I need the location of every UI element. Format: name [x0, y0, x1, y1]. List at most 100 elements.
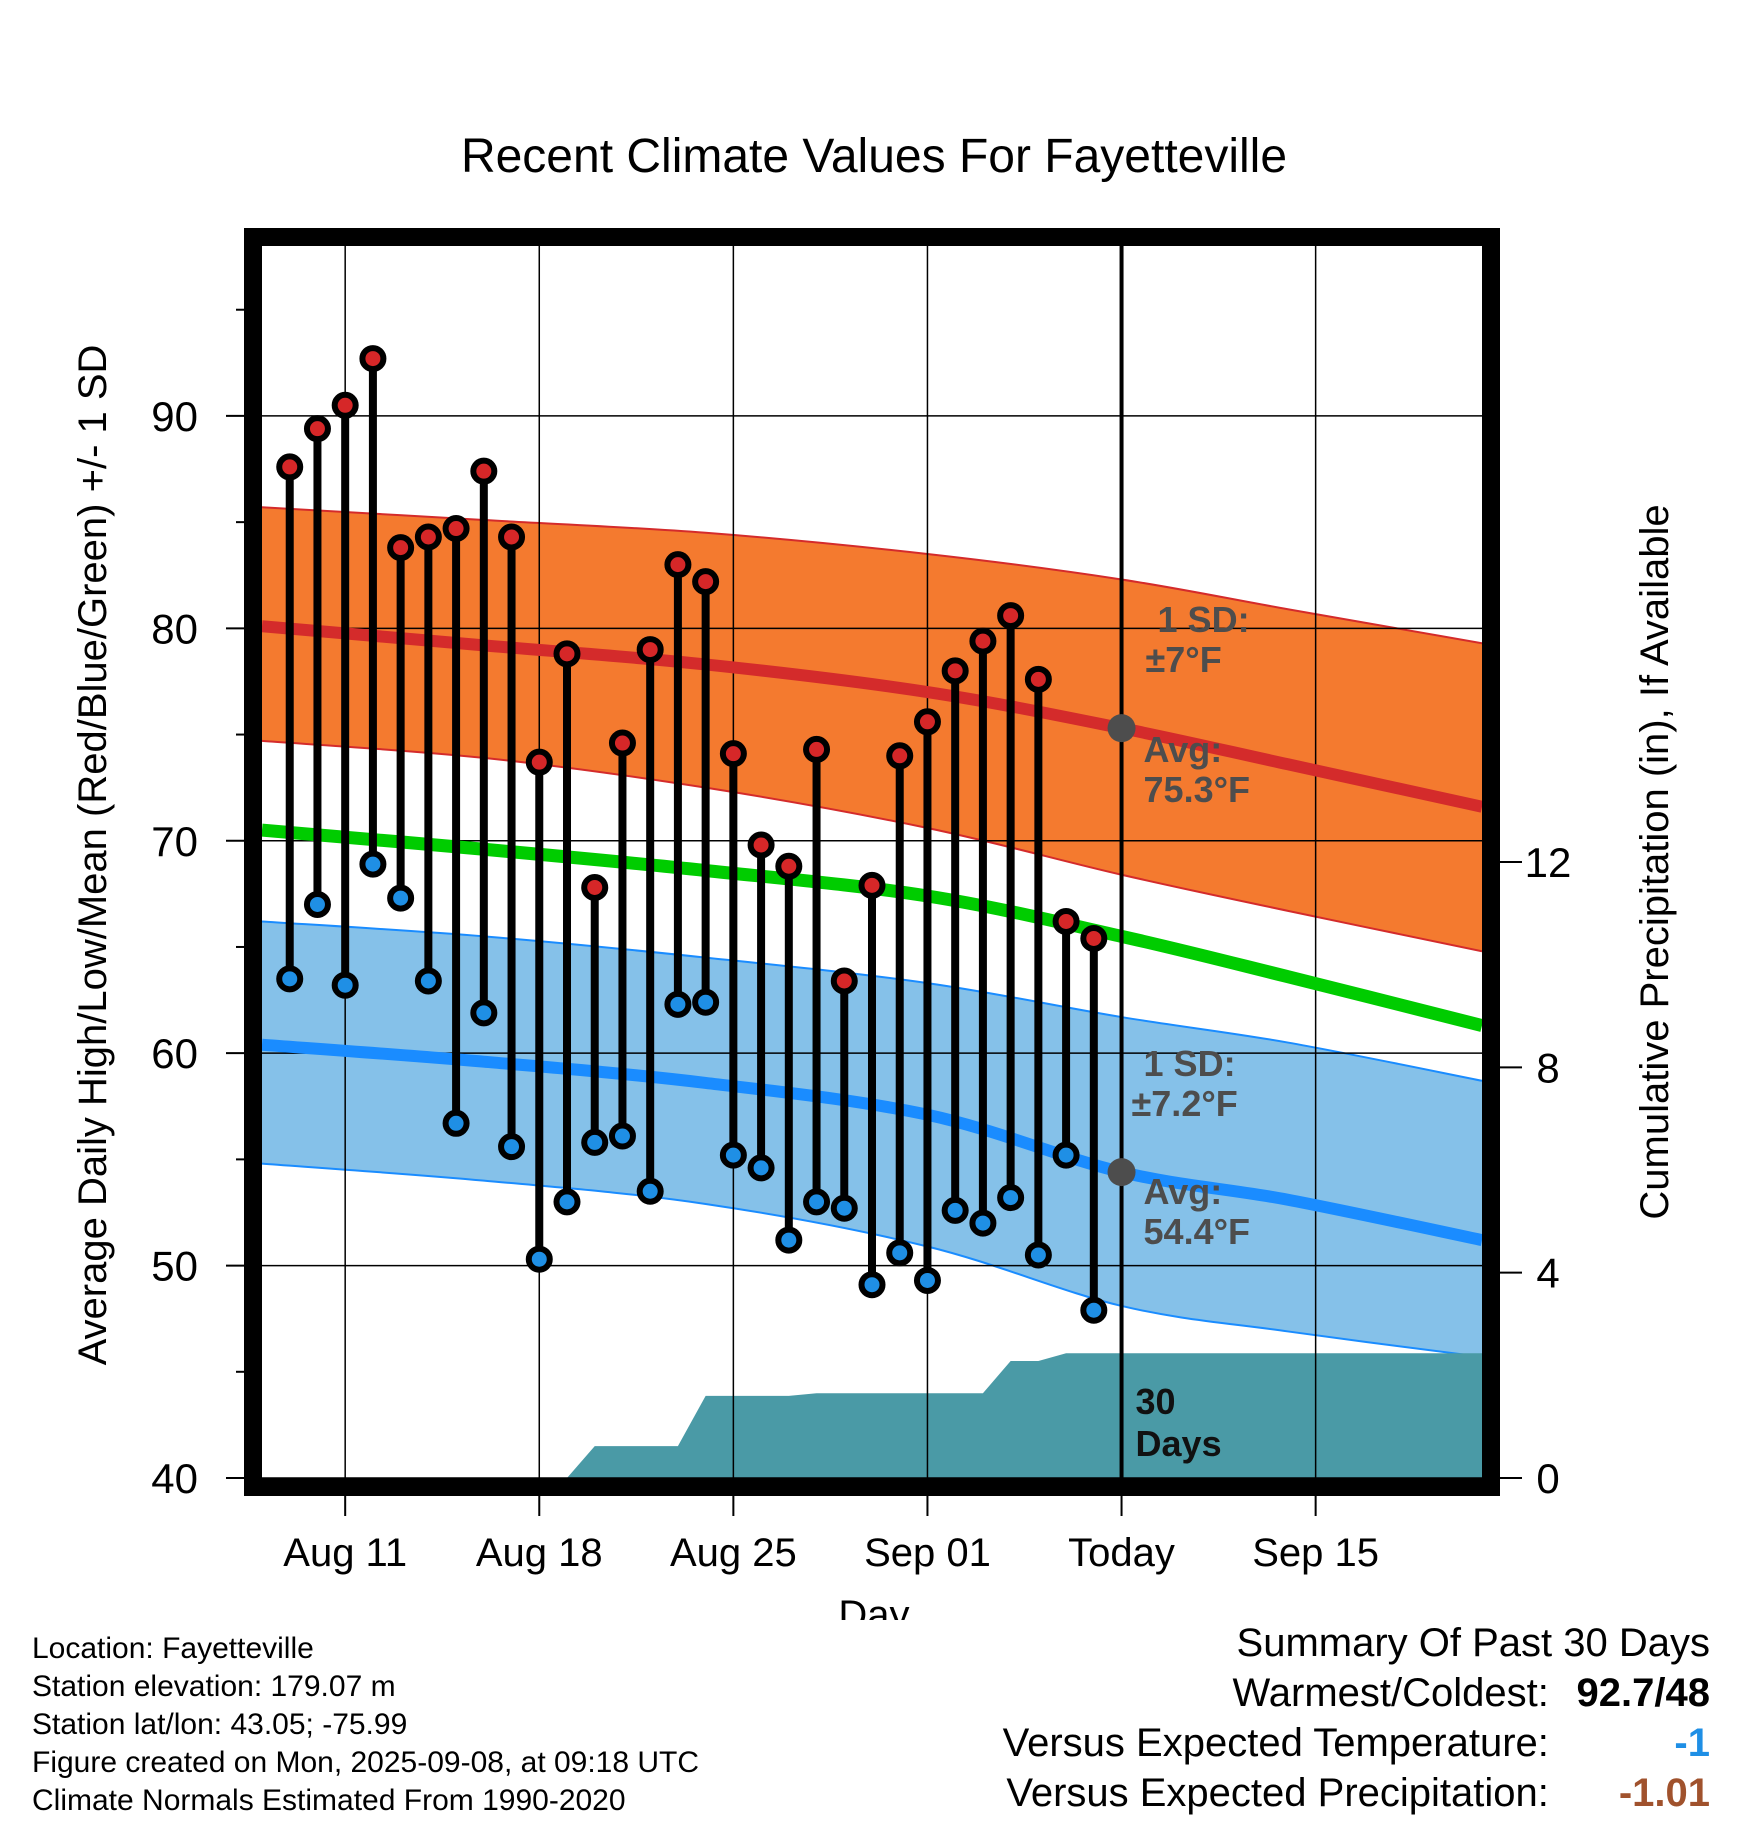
low-point [331, 971, 359, 999]
x-tick-label: Sep 01 [864, 1531, 991, 1575]
summary-panel: Summary Of Past 30 Days Warmest/Coldest:… [1003, 1618, 1710, 1818]
high-point [858, 871, 886, 899]
created-text: Figure created on Mon, 2025-09-08, at 09… [32, 1746, 700, 1779]
low-point [276, 965, 304, 993]
low-sd-value: ±7.2°F [1132, 1083, 1238, 1124]
y-tick-label: 80 [151, 605, 198, 652]
x-tick-label: Sep 15 [1252, 1531, 1379, 1575]
low-point [1024, 1241, 1052, 1269]
high-point [414, 523, 442, 551]
high-point [803, 735, 831, 763]
high-point [664, 551, 692, 579]
high-point [276, 453, 304, 481]
precip-period-number: 30 [1136, 1381, 1176, 1422]
warmest-value: 92.7/48 [1576, 1671, 1710, 1715]
y-tick-label: 90 [151, 393, 198, 440]
latlon-text: Station lat/lon: 43.05; -75.99 [32, 1708, 408, 1741]
high-point [359, 345, 387, 373]
high-point [1052, 907, 1080, 935]
y-tick-label: 70 [151, 818, 198, 865]
high-sd-value: ±7°F [1146, 639, 1222, 680]
low-point [359, 850, 387, 878]
low-point [858, 1271, 886, 1299]
high-point [830, 967, 858, 995]
low-sd-label: 1 SD: [1144, 1043, 1236, 1084]
low-point [747, 1154, 775, 1182]
y2-tick-label: 4 [1536, 1250, 1559, 1297]
low-point [387, 884, 415, 912]
low-point [414, 967, 442, 995]
low-point [1080, 1296, 1108, 1324]
low-point [719, 1141, 747, 1169]
high-point [636, 636, 664, 664]
low-point [969, 1209, 997, 1237]
high-point [470, 457, 498, 485]
low-point [886, 1239, 914, 1267]
y-tick-label: 40 [151, 1455, 198, 1502]
high-point [608, 729, 636, 757]
low-point [636, 1177, 664, 1205]
temp-anomaly-value: -1 [1674, 1721, 1710, 1765]
x-tick-label: Aug 18 [476, 1531, 603, 1575]
high-point [969, 627, 997, 655]
y2-tick-label: 0 [1536, 1455, 1559, 1502]
low-point [1052, 1141, 1080, 1169]
precip-anomaly-label: Versus Expected Precipitation: [1006, 1771, 1549, 1815]
high-sd-label: 1 SD: [1158, 599, 1250, 640]
high-point [692, 568, 720, 596]
high-point [581, 873, 609, 901]
low-band-lower-edge [262, 1162, 1482, 1358]
summary-title: Summary Of Past 30 Days [1236, 1621, 1710, 1665]
high-point [997, 602, 1025, 630]
low-point [581, 1128, 609, 1156]
low-point [525, 1245, 553, 1273]
high-point [719, 740, 747, 768]
x-tick-label: Aug 11 [283, 1531, 407, 1575]
low-point [442, 1109, 470, 1137]
today-low-avg-marker [1107, 1158, 1136, 1187]
station-info: Location: Fayetteville Station elevation… [32, 1630, 699, 1820]
high-point [886, 742, 914, 770]
low-point [775, 1226, 803, 1254]
y2-tick-label: 12 [1525, 839, 1572, 886]
low-point [608, 1122, 636, 1150]
high-point [1024, 665, 1052, 693]
precip-anomaly-value: -1.01 [1618, 1771, 1710, 1815]
high-point [747, 831, 775, 859]
y2-axis-label: Cumulative Precipitation (in), If Availa… [1633, 504, 1677, 1219]
high-point [1080, 924, 1108, 952]
high-point [331, 391, 359, 419]
precip-area [289, 1353, 1482, 1478]
x-axis-label: Day [838, 1593, 909, 1620]
low-avg-value: 54.4°F [1144, 1211, 1250, 1252]
high-point [775, 852, 803, 880]
y2-tick-label: 8 [1536, 1044, 1559, 1091]
high-point [553, 640, 581, 668]
chart-title: Recent Climate Values For Fayetteville [461, 130, 1287, 183]
high-point [498, 523, 526, 551]
elevation-text: Station elevation: 179.07 m [32, 1670, 396, 1703]
low-point [303, 890, 331, 918]
high-point [303, 415, 331, 443]
low-point [997, 1184, 1025, 1212]
warmest-label: Warmest/Coldest: [1232, 1671, 1549, 1715]
low-point [941, 1196, 969, 1224]
low-point [553, 1188, 581, 1216]
location-text: Location: Fayetteville [32, 1632, 314, 1665]
low-point [498, 1133, 526, 1161]
high-point [442, 515, 470, 543]
low-point [470, 999, 498, 1027]
today-high-avg-marker [1107, 714, 1136, 743]
y-tick-label: 50 [151, 1243, 198, 1290]
high-point [525, 748, 553, 776]
temp-anomaly-label: Versus Expected Temperature: [1002, 1721, 1549, 1765]
climate-chart: Recent Climate Values For Fayetteville 1… [71, 130, 1677, 1620]
low-point [803, 1188, 831, 1216]
low-avg-label: Avg: [1144, 1171, 1223, 1212]
high-avg-value: 75.3°F [1144, 769, 1250, 810]
low-point [664, 990, 692, 1018]
precip-period-unit: Days [1136, 1423, 1222, 1464]
y-axis-label: Average Daily High/Low/Mean (Red/Blue/Gr… [71, 345, 115, 1366]
high-avg-label: Avg: [1144, 729, 1223, 770]
